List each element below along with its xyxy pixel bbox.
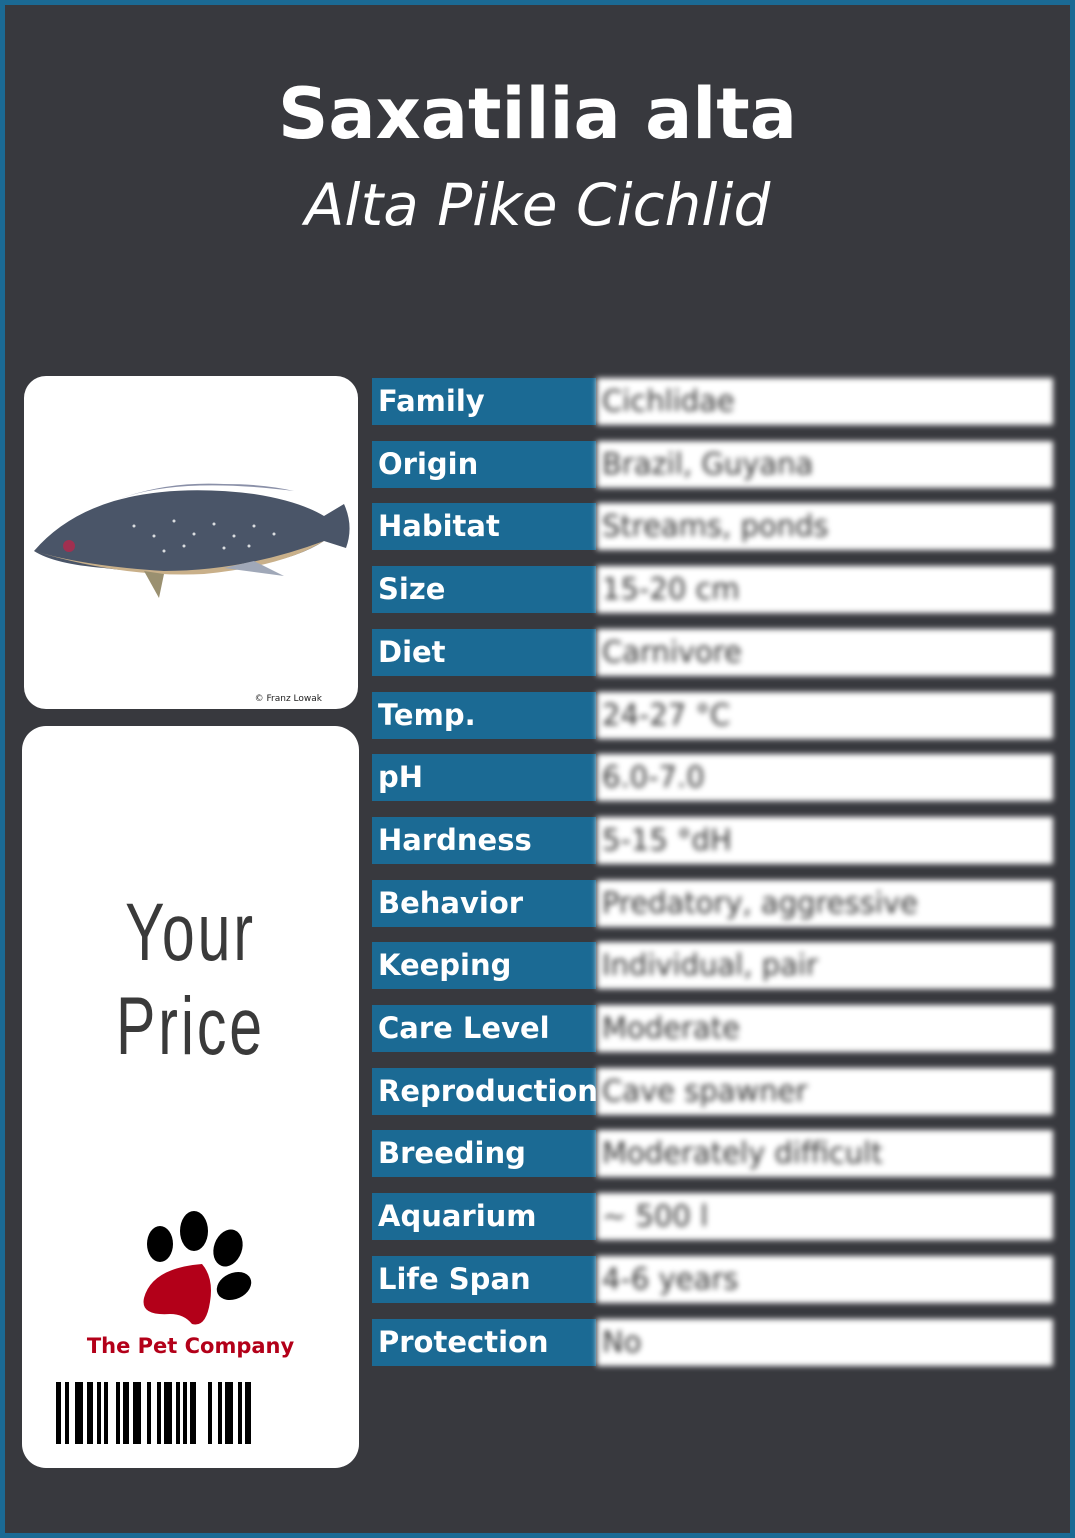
info-label: Aquarium [372,1193,596,1241]
info-value: Brazil, Guyana [597,440,1053,488]
photo-credit: © Franz Lowak [254,694,322,704]
barcode-bar [75,1382,83,1444]
info-value: No [597,1318,1053,1366]
info-label: Size [372,566,596,614]
info-label: Behavior [372,879,596,927]
barcode-bar [56,1382,61,1444]
info-row: Size 15-20 cm [372,566,1053,614]
brand-name: The Pet Company [86,1334,295,1358]
info-value: 15-20 cm [597,566,1053,614]
info-value: Moderately difficult [597,1130,1053,1178]
fish-icon [34,483,350,598]
info-label: Family [372,378,596,425]
barcode-bar [157,1382,161,1444]
info-row: Habitat Streams, ponds [372,503,1053,551]
price-label: Your Price [116,887,265,1072]
paw-logo-icon [143,1211,252,1325]
price-panel: Your Price The Pet Company [22,726,359,1468]
info-label: Reproduction [372,1067,598,1115]
info-row: Life Span 4-6 years [372,1255,1053,1303]
info-value: Carnivore [597,628,1053,676]
info-value: ~ 500 l [597,1193,1053,1241]
info-label: Diet [372,628,596,676]
barcode-bar [245,1382,251,1444]
info-value: 24-27 °C [597,691,1053,739]
barcode-bar [116,1382,120,1444]
info-label: Care Level [372,1005,596,1052]
info-value: Cave spawner [597,1067,1053,1115]
info-label: Hardness [372,816,596,864]
barcode-bar [208,1382,212,1444]
barcode-bar [123,1382,129,1444]
info-value: Streams, ponds [597,503,1053,551]
barcode-bar [65,1382,69,1444]
info-row: Temp. 24-27 °C [372,691,1053,739]
barcode-bar [147,1382,151,1444]
barcode-bar [238,1382,242,1444]
barcode-bar [225,1382,233,1444]
info-row: Care Level Moderate [372,1005,1053,1052]
info-row: Family Cichlidae [372,378,1053,425]
barcode-bar [164,1382,172,1444]
barcode-bar [133,1382,141,1444]
info-row: Origin Brazil, Guyana [372,440,1053,488]
barcode-bar [218,1382,222,1444]
info-value: Predatory, aggressive [597,879,1053,927]
info-label: Life Span [372,1255,596,1303]
info-row: Diet Carnivore [372,628,1053,676]
info-value: Cichlidae [597,378,1053,425]
info-row: Aquarium ~ 500 l [372,1193,1053,1241]
info-row: Reproduction Cave spawner [372,1067,1053,1115]
info-label: Temp. [372,691,596,739]
info-value: 5-15 °dH [597,816,1053,864]
info-row: Protection No [372,1318,1053,1366]
info-row: Keeping Individual, pair [372,942,1053,990]
barcode-bar [104,1382,108,1444]
info-value: Moderate [597,1005,1053,1052]
barcode-bar [87,1382,93,1444]
barcode [56,1382,251,1444]
info-row: pH 6.0-7.0 [372,754,1053,802]
info-row: Hardness 5-15 °dH [372,816,1053,864]
scientific-name: Saxatilia alta [277,73,798,155]
fish-photo-panel: © Franz Lowak [24,376,358,709]
info-label: Breeding [372,1130,596,1178]
info-label: Keeping [372,942,596,990]
info-label: Origin [372,440,596,488]
barcode-bar [97,1382,101,1444]
info-label: Habitat [372,503,596,551]
barcode-bar [183,1382,187,1444]
info-row: Behavior Predatory, aggressive [372,879,1053,927]
info-value: Individual, pair [597,942,1053,990]
info-value: 6.0-7.0 [597,754,1053,802]
info-row: Breeding Moderately difficult [372,1130,1053,1178]
info-label: pH [372,754,596,802]
barcode-bar [190,1382,196,1444]
info-value: 4-6 years [597,1255,1053,1303]
info-label: Protection [372,1318,596,1366]
common-name: Alta Pike Cichlid [304,171,771,239]
barcode-bar [176,1382,180,1444]
